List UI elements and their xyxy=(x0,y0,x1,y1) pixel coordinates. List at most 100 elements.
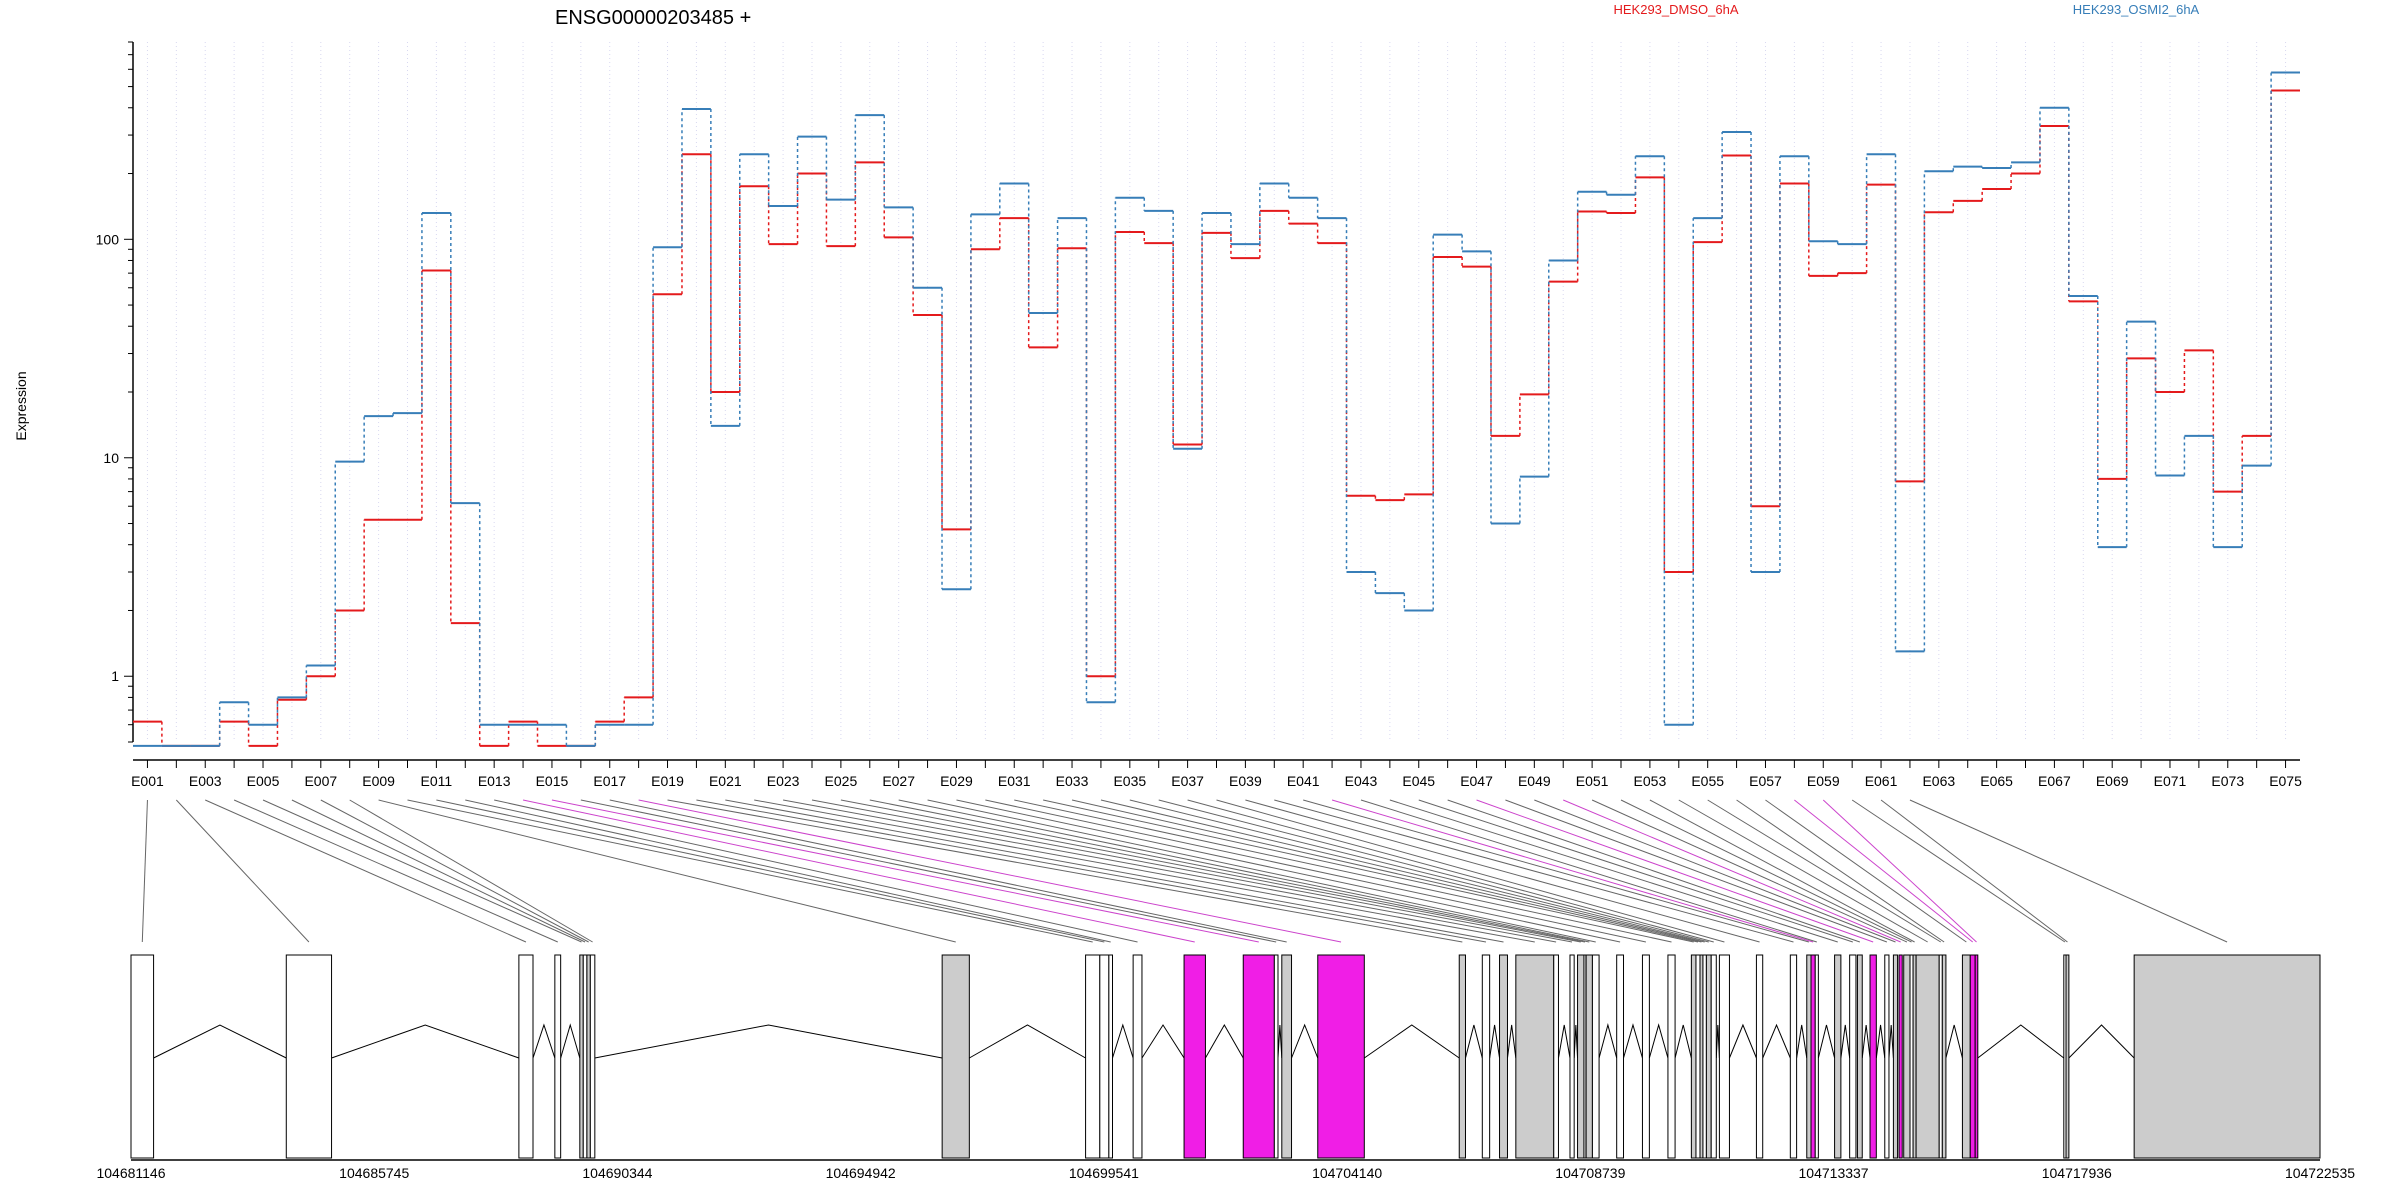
intron-line xyxy=(1796,1024,1808,1059)
exon-box xyxy=(1273,954,1279,1159)
exon-connector xyxy=(291,799,586,943)
exon-box xyxy=(1242,954,1275,1159)
intron-line xyxy=(1674,1024,1692,1059)
exon-connector xyxy=(1649,799,1915,943)
intron-line xyxy=(1112,1023,1134,1059)
exon-box xyxy=(1458,954,1466,1159)
exon-connector xyxy=(985,799,1647,943)
x-tick-label: E039 xyxy=(1229,773,1262,789)
x-tick-label: E033 xyxy=(1056,773,1089,789)
x-tick-label: E017 xyxy=(593,773,626,789)
x-tick-label: E055 xyxy=(1691,773,1724,789)
x-axis: E001 E003 E005 E007 E009 E011 E013 E015 E017 E019… xyxy=(131,759,2302,789)
intron-line xyxy=(1141,1024,1185,1059)
exon-connector xyxy=(1678,799,1928,943)
exon-box xyxy=(130,954,155,1159)
exon-connector xyxy=(465,799,1111,943)
x-tick-label: E003 xyxy=(189,773,222,789)
x-tick-label: E019 xyxy=(651,773,684,789)
exon-connector xyxy=(1158,799,1709,943)
exon-connector xyxy=(1620,799,1912,943)
exon-connector xyxy=(869,799,1586,943)
exon-box xyxy=(579,954,584,1159)
exon-box xyxy=(1481,954,1491,1159)
intron-line xyxy=(1573,1024,1579,1059)
exon-connector xyxy=(1591,799,1908,943)
intron-line xyxy=(1728,1023,1757,1059)
exon-connector xyxy=(1505,799,1888,943)
exon-box xyxy=(1583,954,1587,1159)
x-tick-label: E069 xyxy=(2096,773,2129,789)
exon-box xyxy=(1789,954,1798,1159)
genomic-tick-label: 104708739 xyxy=(1555,1165,1625,1181)
intron-line xyxy=(594,1024,943,1059)
exon-connector xyxy=(262,799,582,943)
exon-connector xyxy=(436,799,1105,943)
intron-line xyxy=(1875,1024,1886,1059)
exon-box xyxy=(1641,954,1650,1159)
x-tick-label: E043 xyxy=(1345,773,1378,789)
intron-line xyxy=(1204,1023,1244,1059)
intron-line xyxy=(153,1024,287,1059)
intron-line xyxy=(560,1023,581,1059)
exon-box xyxy=(1755,954,1764,1159)
exon-connector xyxy=(1476,799,1874,943)
exon-connector xyxy=(1129,799,1705,943)
exon-box xyxy=(1849,954,1857,1159)
exon-connector xyxy=(696,799,1487,943)
genomic-tick-label: 104699541 xyxy=(1069,1165,1139,1181)
exon-connector xyxy=(609,799,1287,943)
exon-box xyxy=(1806,954,1812,1159)
gene-model xyxy=(130,954,2321,1159)
genomic-tick-label: 104722535 xyxy=(2285,1165,2355,1181)
genomic-tick-label: 104690344 xyxy=(582,1165,652,1181)
exon-box xyxy=(1183,954,1206,1159)
exon-connector xyxy=(1216,799,1725,943)
exon-box xyxy=(1099,954,1110,1159)
legend-entry: HEK293_DMSO_6hA xyxy=(1613,2,1738,17)
exon-box xyxy=(1085,954,1101,1159)
exon-box xyxy=(1667,954,1676,1159)
y-tick-label: 100 xyxy=(96,231,120,247)
exon-box xyxy=(582,954,588,1159)
exon-connector xyxy=(1851,799,2066,943)
exon-box xyxy=(1281,954,1293,1159)
intron-line xyxy=(1277,1024,1283,1059)
exon-connector xyxy=(141,799,148,943)
intron-line xyxy=(1364,1024,1460,1059)
exon-box xyxy=(1869,954,1877,1159)
x-tick-label: E059 xyxy=(1807,773,1840,789)
exon-box xyxy=(1702,954,1707,1159)
exon-connector xyxy=(1014,799,1672,943)
exon-box xyxy=(1132,954,1143,1159)
x-tick-label: E049 xyxy=(1518,773,1551,789)
genomic-tick-label: 104704140 xyxy=(1312,1165,1382,1181)
x-tick-label: E037 xyxy=(1171,773,1204,789)
exon-connector xyxy=(638,799,1342,943)
exon-box xyxy=(1974,954,1979,1159)
intron-line xyxy=(1291,1023,1319,1059)
x-tick-label: E005 xyxy=(247,773,280,789)
exon-box xyxy=(1814,954,1819,1159)
exon-connector xyxy=(956,799,1621,943)
x-tick-label: E075 xyxy=(2269,773,2302,789)
exon-box xyxy=(1903,954,1911,1159)
exon-connector xyxy=(522,799,1195,943)
x-tick-label: E029 xyxy=(940,773,973,789)
exon-connector xyxy=(1563,799,1901,943)
x-tick-label: E035 xyxy=(1113,773,1146,789)
series-lines xyxy=(133,71,2300,747)
x-tick-label: E023 xyxy=(767,773,800,789)
x-tick-label: E031 xyxy=(998,773,1031,789)
exon-connector xyxy=(1071,799,1699,943)
exon-connector xyxy=(1794,799,1974,943)
exon-connector xyxy=(927,799,1596,943)
exon-box xyxy=(1718,954,1730,1159)
exon-box xyxy=(1515,954,1555,1159)
intron-line xyxy=(1888,1024,1894,1059)
exon-box xyxy=(589,954,596,1159)
exon-box xyxy=(285,954,333,1159)
exon-box xyxy=(2133,954,2321,1159)
exon-box xyxy=(1690,954,1697,1159)
exon-connector xyxy=(233,799,558,943)
